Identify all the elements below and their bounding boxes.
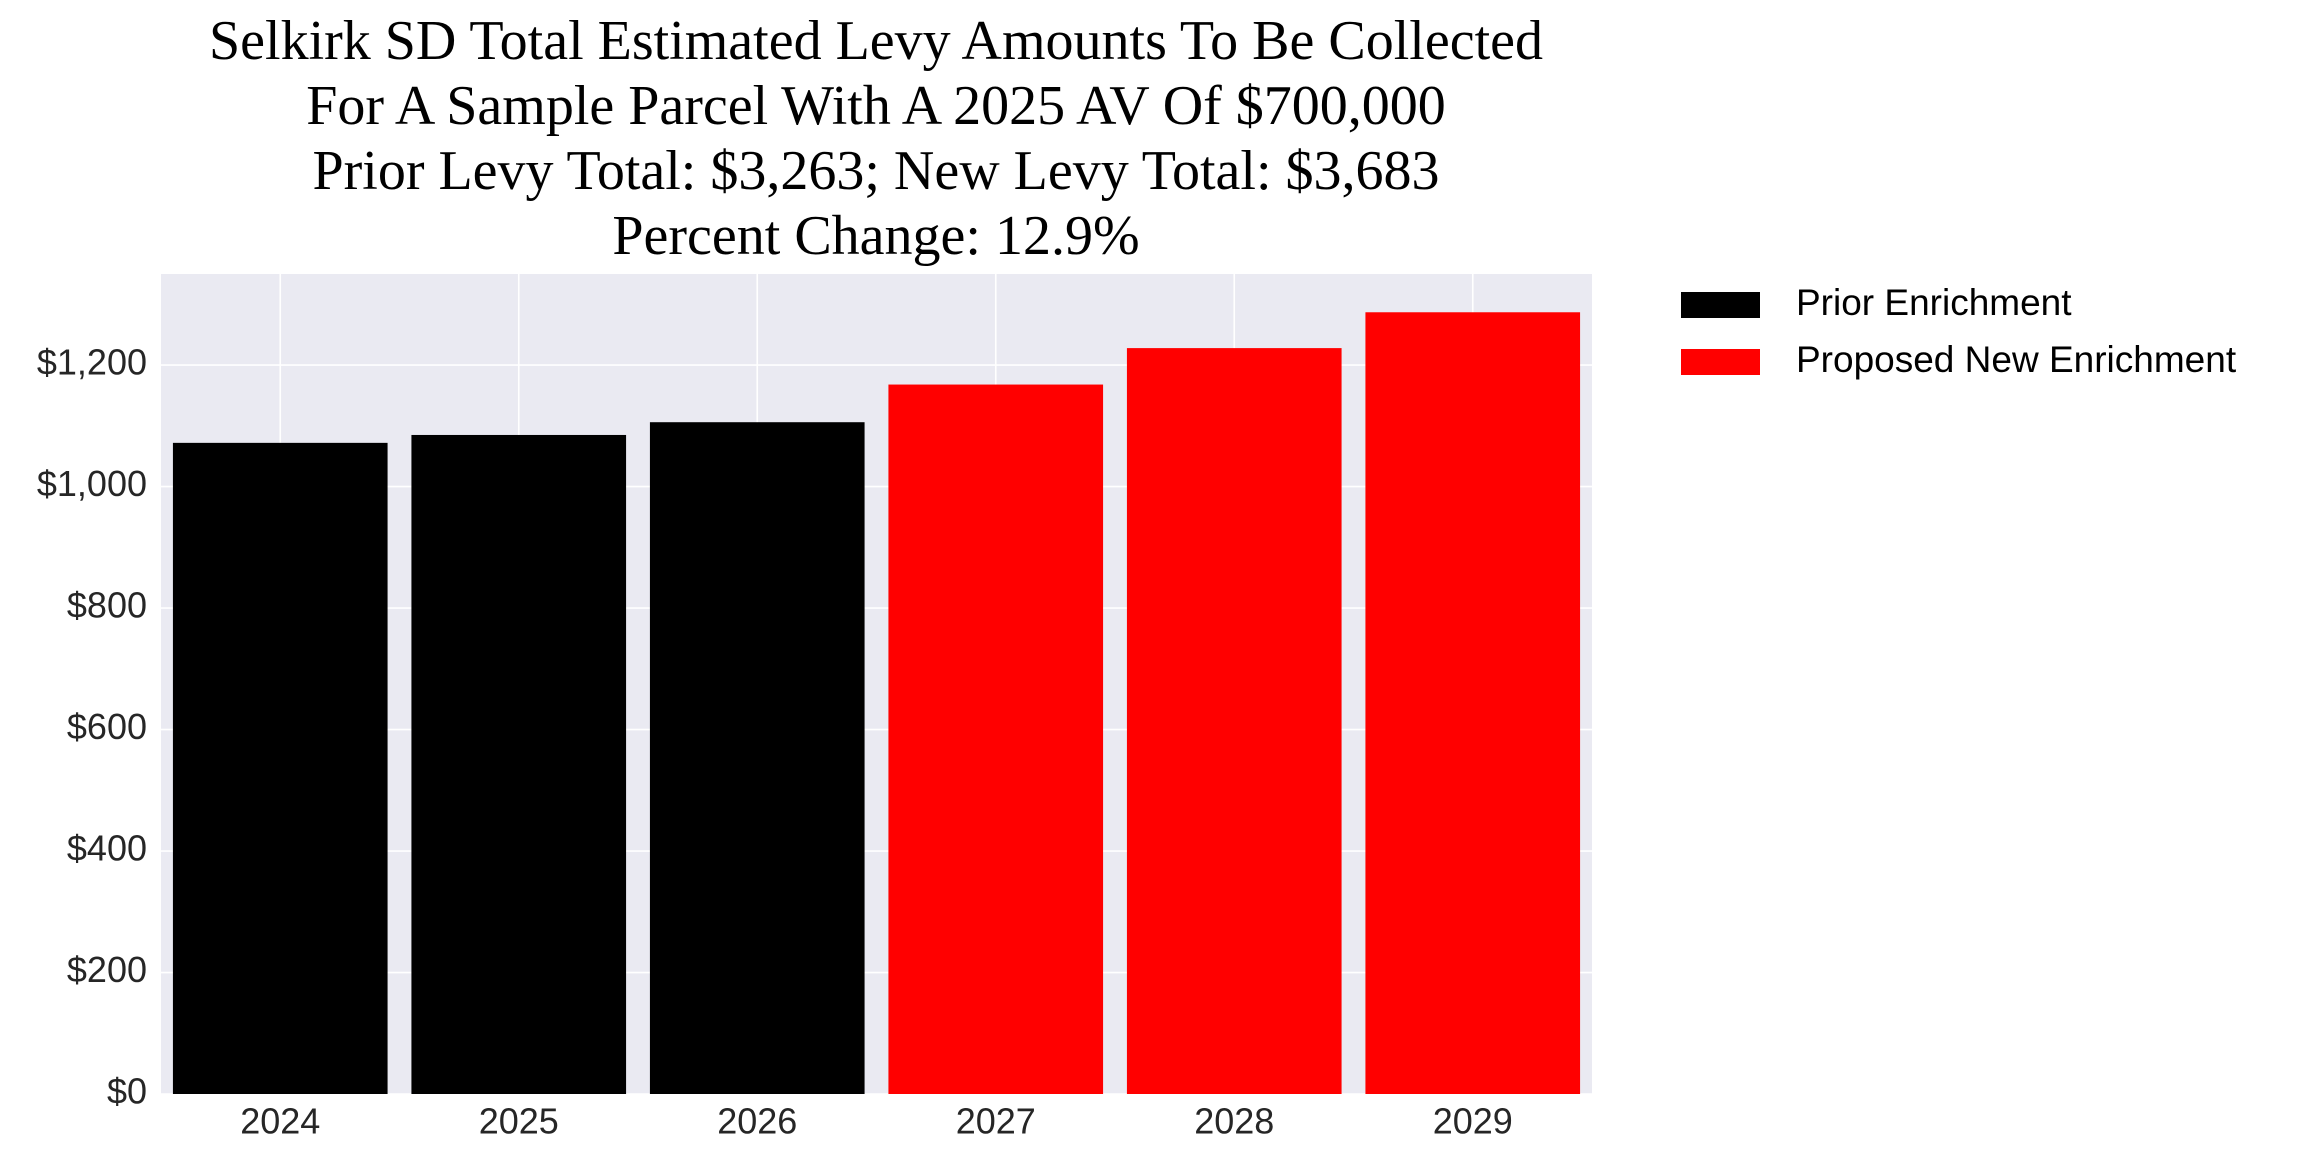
chart-title: Selkirk SD Total Estimated Levy Amounts … — [209, 10, 1543, 72]
chart-title: Percent Change: 12.9% — [612, 205, 1139, 267]
legend-swatch — [1681, 292, 1760, 318]
bar — [411, 434, 627, 1094]
x-tick-label: 2028 — [1194, 1101, 1274, 1142]
bar — [172, 442, 388, 1094]
y-tick-label: $200 — [67, 949, 147, 990]
y-tick-label: $800 — [67, 585, 147, 626]
chart-title: For A Sample Parcel With A 2025 AV Of $7… — [306, 75, 1446, 137]
plot-area — [161, 274, 1592, 1094]
x-tick-label: 2025 — [479, 1101, 559, 1142]
bar — [888, 384, 1104, 1094]
x-tick-label: 2027 — [956, 1101, 1036, 1142]
y-tick-label: $1,200 — [37, 342, 147, 383]
y-tick-label: $0 — [107, 1071, 147, 1112]
bar — [649, 422, 865, 1094]
y-tick-label: $600 — [67, 706, 147, 747]
x-tick-label: 2024 — [240, 1101, 320, 1142]
labels: Selkirk SD Total Estimated Levy Amounts … — [37, 10, 2237, 1142]
x-tick-label: 2029 — [1433, 1101, 1513, 1142]
legend-label: Prior Enrichment — [1796, 282, 2072, 323]
x-tick-label: 2026 — [717, 1101, 797, 1142]
bar — [1126, 348, 1342, 1094]
y-tick-label: $400 — [67, 828, 147, 869]
chart-title: Prior Levy Total: $3,263; New Levy Total… — [312, 140, 1439, 202]
bars — [172, 312, 1581, 1094]
legend-label: Proposed New Enrichment — [1796, 339, 2237, 380]
legend-swatch — [1681, 349, 1760, 375]
y-tick-label: $1,000 — [37, 463, 147, 504]
bar — [1365, 312, 1581, 1094]
